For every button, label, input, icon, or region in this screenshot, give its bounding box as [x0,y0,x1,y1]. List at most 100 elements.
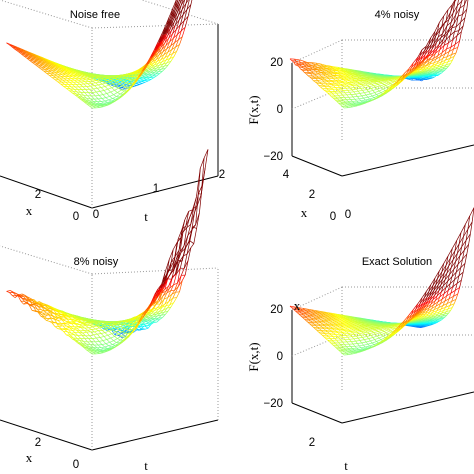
mesh-line-x [64,70,68,73]
mesh-line-x [81,89,85,93]
mesh-line-x [158,68,162,72]
mesh-line-t [373,84,379,87]
mesh-line-x [337,66,340,69]
mesh-line-x [152,66,156,70]
mesh-line-x [142,75,146,78]
mesh-line-x [167,27,171,36]
mesh-line-x [339,72,342,74]
mesh-line-x [96,80,100,83]
mesh-line-x [64,76,68,79]
mesh-line-x [163,34,168,42]
mesh-line-t [120,90,125,95]
mesh-line-x [329,69,332,72]
mesh-line-x [358,74,361,76]
mesh-line-t [362,80,367,83]
mesh-line-x [330,80,333,82]
mesh-line-x [88,92,92,97]
mesh-line-t [158,70,163,73]
mesh-line-x [62,66,66,68]
mesh-line-x [363,82,366,85]
mesh-line-x [352,72,355,75]
mesh-line-x [77,96,81,100]
mesh-line-x [324,69,327,72]
mesh-line-x [437,71,440,74]
t-tick-label: 0 [345,209,351,221]
mesh-line-x [169,7,174,18]
mesh-line-t [374,90,380,93]
mesh-line-t [181,3,187,10]
mesh-line-t [112,96,117,99]
mesh-line-t [103,88,109,91]
mesh-line-x [78,326,82,328]
mesh-line-x [373,79,376,81]
mesh-line-t [177,30,182,35]
mesh-line-x [47,59,52,62]
mesh-line-x [369,74,373,76]
mesh-line-x [160,63,164,68]
mesh-line-t [39,310,44,313]
mesh-line-x [84,100,88,103]
mesh-line-x [324,64,327,67]
mesh-line-x [89,79,93,82]
mesh-line-x [99,91,104,95]
mesh-line-x [187,4,192,17]
mesh-line-x [122,85,126,88]
mesh-line-x [151,50,156,58]
mesh-line-x [141,74,145,77]
mesh-line-t [361,83,366,85]
mesh-line-x [101,78,105,80]
mesh-line-t [162,59,167,63]
mesh-line-x [347,70,350,72]
mesh-line-x [328,67,331,69]
mesh-line-x [92,105,97,109]
mesh-line-x [322,77,325,80]
mesh-line-x [390,80,393,82]
mesh-line-x [59,64,63,67]
mesh-line-x [86,86,90,90]
mesh-line-x [316,68,319,71]
mesh-line-x [44,58,48,61]
mesh-line-x [334,82,337,85]
mesh-line-x [112,98,116,100]
mesh-line-x [428,72,431,75]
x-tick-label: 0 [330,211,336,223]
mesh-line-x [40,68,44,72]
mesh-line-x [178,9,183,20]
mesh-line-x [81,79,86,83]
mesh-line-x [351,89,355,93]
mesh-line-x [365,78,368,80]
x-tick-label: 4 [283,169,290,181]
mesh-line-x [91,76,95,79]
mesh-line-t [124,83,130,88]
mesh-line-t [337,77,342,80]
mesh-line-x [426,69,430,72]
mesh-line-x [419,73,422,76]
mesh-line-x [89,73,93,75]
mesh-line-x [157,66,161,71]
mesh-line-x [331,76,334,79]
mesh-line-x [356,88,359,92]
mesh-line-x [68,90,73,94]
surface-mesh [6,0,193,109]
mesh-line-x [350,84,353,86]
mesh-line-t [353,90,359,93]
mesh-line-x [72,76,76,79]
mesh-line-x [333,85,336,88]
mesh-line-t [175,44,180,48]
mesh-line-x [362,72,365,74]
mesh-line-x [38,57,42,60]
mesh-line-t [366,88,372,90]
mesh-line-x [419,79,422,82]
mesh-line-x [321,67,324,70]
mesh-line-x [166,41,171,49]
mesh-line-x [322,70,325,73]
mesh-line-x [367,77,370,80]
mesh-line-x [144,68,148,72]
mesh-line-t [385,83,391,86]
mesh-line-x [165,26,169,35]
mesh-line-x [76,76,80,79]
mesh-line-t [344,82,350,85]
mesh-line-x [21,48,25,52]
mesh-line-x [334,68,337,71]
mesh-line-t [303,67,308,69]
